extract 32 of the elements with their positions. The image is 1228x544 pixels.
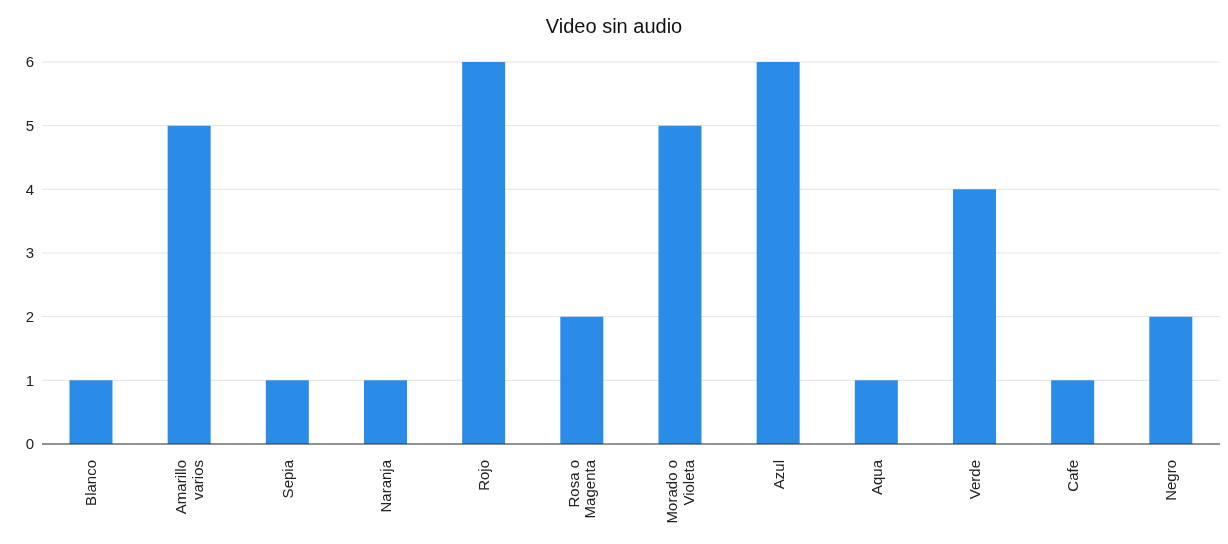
x-tick-label: Negro <box>1162 460 1180 501</box>
y-tick-label: 6 <box>25 53 34 71</box>
bar <box>854 380 898 444</box>
bar <box>265 380 309 444</box>
x-tick-label: Blanco <box>82 460 100 506</box>
x-tick-label: Rosa o Magenta <box>564 459 599 519</box>
x-tick-label: Rojo <box>475 460 492 491</box>
y-tick-label: 1 <box>25 371 34 389</box>
x-tick-label: Sepia <box>278 459 296 499</box>
x-tick-label: Amarillo varios <box>172 460 206 515</box>
y-tick-label: 3 <box>25 244 34 262</box>
bar <box>952 189 996 444</box>
y-tick-label: 0 <box>25 435 34 453</box>
bar <box>167 125 211 444</box>
x-tick-label: Cafe <box>1064 460 1081 492</box>
y-tick-label: 2 <box>25 307 34 325</box>
bar <box>462 62 506 444</box>
y-tick-label: 5 <box>25 116 34 134</box>
bar <box>69 380 113 444</box>
chart-title: Video sin audio <box>544 14 684 39</box>
bar <box>1051 380 1095 444</box>
bar <box>756 62 800 444</box>
bar <box>560 316 604 444</box>
bar <box>658 125 702 444</box>
bar <box>363 380 407 444</box>
x-tick-label: Morado o Violeta <box>663 459 697 524</box>
x-tick-label: Naranja <box>376 459 394 513</box>
y-tick-label: 4 <box>25 180 34 198</box>
x-tick-label: Verde <box>965 460 983 500</box>
bar <box>1149 316 1193 444</box>
x-tick-label: Aqua <box>867 459 885 496</box>
x-tick-label: Azul <box>769 460 787 490</box>
